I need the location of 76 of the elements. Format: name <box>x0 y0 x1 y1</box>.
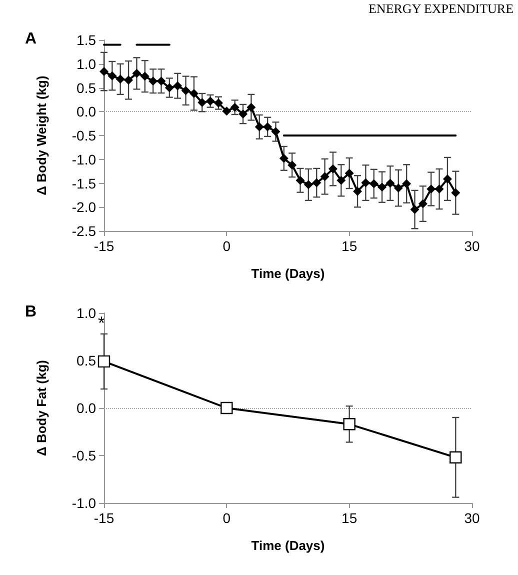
point <box>108 71 117 80</box>
x-tick-label: -15 <box>94 238 114 254</box>
point <box>263 122 272 132</box>
point <box>394 184 403 193</box>
x-tick-label: 0 <box>222 510 231 526</box>
x-tick-label: 30 <box>464 510 480 526</box>
y-tick-label: -0.5 <box>72 128 96 144</box>
y-tick-label: 1.5 <box>76 32 96 48</box>
point <box>450 451 462 464</box>
y-tick-label: 0.5 <box>76 352 96 368</box>
point <box>98 355 110 368</box>
y-tick-label: -1.0 <box>72 151 96 168</box>
point <box>116 74 125 84</box>
y-tick-label: -1.5 <box>72 175 96 192</box>
point <box>173 81 182 90</box>
point <box>442 174 452 184</box>
x-axis-title: Time (Days) <box>251 538 325 553</box>
point <box>312 178 322 188</box>
point <box>378 182 387 192</box>
y-tick-label: 0.0 <box>76 104 96 120</box>
x-axis-title: Time (Days) <box>251 266 325 281</box>
point <box>279 154 288 163</box>
point <box>288 160 297 170</box>
y-tick-label: -2.5 <box>72 223 96 239</box>
y-axis-title: Δ Body Weight (kg) <box>34 76 49 196</box>
point <box>296 176 305 185</box>
point <box>189 88 198 98</box>
point <box>140 72 150 81</box>
y-tick-label: 0.0 <box>76 400 96 416</box>
point <box>320 172 330 182</box>
y-tick-label: -2.0 <box>72 199 96 216</box>
point <box>434 184 444 194</box>
point <box>220 402 233 414</box>
point <box>353 186 362 196</box>
point <box>271 127 280 136</box>
y-tick-label: 1.0 <box>76 305 96 321</box>
point <box>238 110 248 119</box>
point <box>361 178 370 188</box>
point <box>132 68 142 78</box>
y-tick-label: 1.0 <box>76 56 96 72</box>
x-tick-label: -15 <box>94 510 114 526</box>
y-tick-label: -1.0 <box>72 495 96 511</box>
point <box>124 76 134 85</box>
y-tick-label: 0.5 <box>76 80 96 96</box>
y-tick-label: -0.5 <box>72 448 96 464</box>
point <box>246 102 256 112</box>
point <box>410 205 420 214</box>
x-tick-label: 30 <box>464 238 480 254</box>
point <box>369 179 378 188</box>
point <box>402 179 412 188</box>
point <box>343 418 356 430</box>
point <box>222 106 232 116</box>
point <box>198 98 207 108</box>
x-tick-label: 15 <box>342 510 358 526</box>
x-tick-label: 15 <box>342 238 358 254</box>
point <box>418 199 428 208</box>
point <box>164 83 174 92</box>
chart-title: B <box>25 304 37 320</box>
point <box>344 168 354 178</box>
point <box>328 164 338 174</box>
point <box>426 184 436 194</box>
point <box>230 102 240 112</box>
point <box>304 180 313 190</box>
point <box>156 76 166 86</box>
point <box>451 188 460 198</box>
point <box>148 76 158 86</box>
point <box>254 122 264 132</box>
point <box>181 86 190 96</box>
point <box>386 178 395 188</box>
annotation: * <box>98 313 106 333</box>
x-tick-label: 0 <box>222 238 231 254</box>
point <box>336 176 346 185</box>
chart-title: A <box>25 30 37 48</box>
point <box>100 67 108 76</box>
y-axis-title: Δ Body Fat (kg) <box>34 360 49 456</box>
text: ENERGY EXPENDITURE <box>368 1 514 16</box>
